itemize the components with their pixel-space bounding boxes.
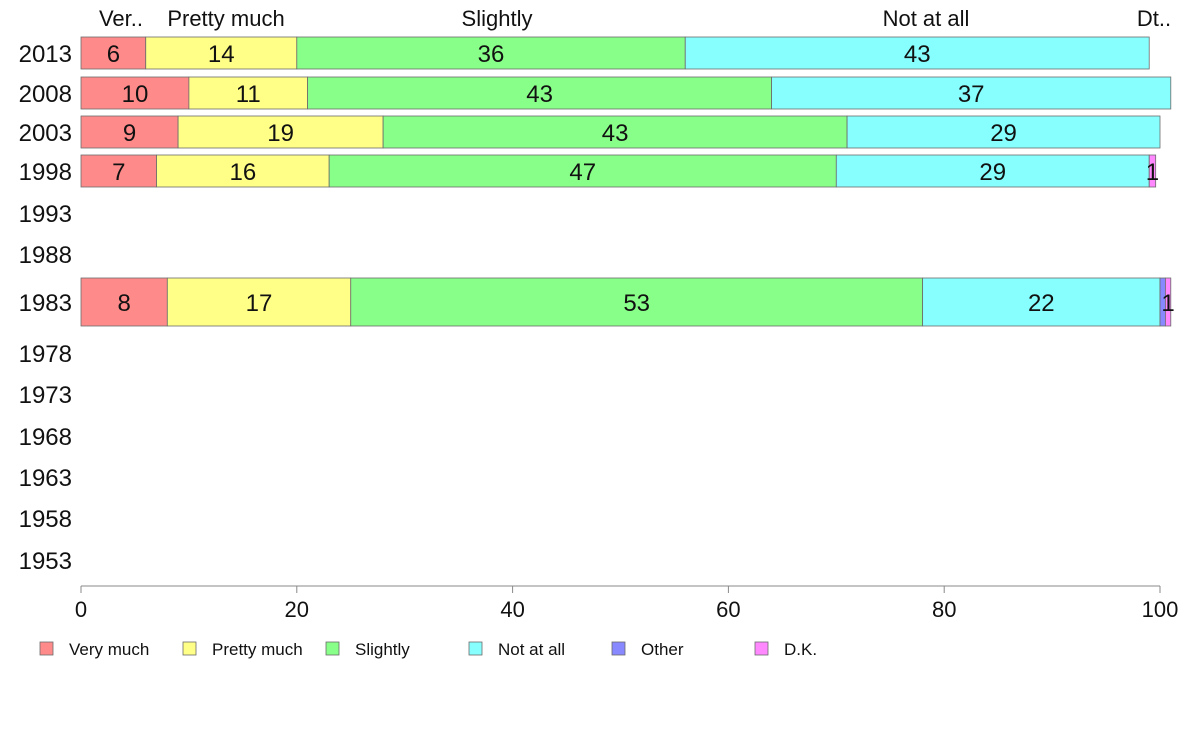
legend: Very much Pretty much Slightly Not at all Ot…: [39, 640, 817, 659]
bar-segment: [188, 76, 308, 110]
legend-swatch: [468, 641, 483, 656]
bar-segment-label: 36: [478, 41, 505, 68]
x-tick-label: 20: [285, 597, 309, 622]
bar-segment-label: 53: [623, 290, 650, 317]
year-label: 1958: [19, 506, 72, 533]
bar-segment-label: 19: [267, 120, 294, 147]
bar-segment-label: 22: [1028, 290, 1055, 317]
bar-segment-label: 11: [236, 81, 261, 108]
bar-segment-label: 8: [117, 290, 130, 317]
top-label: Ver..: [99, 6, 143, 31]
legend-item: Pretty much: [182, 640, 303, 659]
bar-segment-label: 7: [112, 159, 125, 186]
top-label: Not at all: [883, 6, 970, 31]
bar-segment-label: 1: [1161, 290, 1174, 317]
bar-segment-label: 14: [208, 41, 235, 68]
year-label: 1978: [19, 341, 72, 368]
bar-segment: [296, 36, 686, 70]
bar-segment-label: 16: [229, 159, 256, 186]
bar-segment-label: 29: [979, 159, 1006, 186]
x-axis: 0 20 40 60 80 100: [75, 585, 1179, 622]
x-tick-label: 0: [75, 597, 87, 622]
year-label: 1988: [19, 242, 72, 269]
bar-segment-label: 29: [990, 120, 1017, 147]
bars: 6 14 36 43 10 11 43 37 9 19 43 29 7 16 47 29 1 8 17 53 22 1: [80, 36, 1175, 327]
bar-segment-label: 43: [602, 120, 629, 147]
bar-segment-label: 10: [122, 81, 149, 108]
legend-label: Slightly: [355, 640, 410, 659]
legend-item: Slightly: [325, 640, 410, 659]
x-tick-label: 60: [716, 597, 740, 622]
top-label: Dt..: [1137, 6, 1171, 31]
legend-swatch: [39, 641, 54, 656]
legend-label: D.K.: [784, 640, 817, 659]
bar-segment: [307, 76, 772, 110]
year-label: 1993: [19, 201, 72, 228]
bar-segment-label: 17: [246, 290, 273, 317]
legend-swatch: [182, 641, 197, 656]
x-tick-label: 40: [500, 597, 524, 622]
legend-item: Not at all: [468, 640, 565, 659]
top-label: Pretty much: [167, 6, 284, 31]
bar-segment: [156, 154, 330, 188]
top-label: Slightly: [462, 6, 533, 31]
year-label: 1953: [19, 548, 72, 575]
bar-segment-label: 6: [107, 41, 120, 68]
bar-segment: [145, 36, 298, 70]
legend-label: Very much: [69, 640, 149, 659]
x-tick-label: 100: [1142, 597, 1179, 622]
bar-segment: [166, 277, 352, 327]
legend-label: Not at all: [498, 640, 565, 659]
bar-segment: [80, 36, 147, 70]
bar-segment-label: 9: [123, 120, 136, 147]
year-label: 1983: [19, 290, 72, 317]
legend-swatch: [325, 641, 340, 656]
bar-segment-label: 1: [1146, 159, 1159, 186]
legend-item: D.K.: [754, 640, 817, 659]
year-label: 1998: [19, 159, 72, 186]
bar-segment: [771, 76, 1172, 110]
bar-segment: [80, 154, 157, 188]
bar-segment-label: 47: [569, 159, 596, 186]
bar-segment: [177, 115, 384, 149]
bar-segment: [846, 115, 1161, 149]
bar-segment-label: 43: [904, 41, 931, 68]
bar-segment-label: 37: [958, 81, 985, 108]
top-category-labels: Ver.. Pretty much Slightly Not at all Dt..: [99, 6, 1171, 31]
bar-segment: [80, 76, 190, 110]
year-label: 1973: [19, 382, 72, 409]
legend-label: Pretty much: [212, 640, 303, 659]
year-label: 1968: [19, 424, 72, 451]
legend-swatch: [754, 641, 769, 656]
year-label: 2008: [19, 81, 72, 108]
year-axis-labels: 2013 2008 2003 1998 1993 1988 1983 1978 1973 1968…: [19, 41, 72, 575]
bar-segment: [684, 36, 1150, 70]
legend-swatch: [611, 641, 626, 656]
x-tick-label: 80: [932, 597, 956, 622]
legend-item: Other: [611, 640, 684, 659]
legend-item: Very much: [39, 640, 149, 659]
year-label: 2003: [19, 120, 72, 147]
bar-segment: [350, 277, 924, 327]
bar-segment-label: 43: [526, 81, 553, 108]
bar-segment: [1164, 277, 1172, 327]
bar-segment: [1148, 154, 1157, 188]
bar-segment: [80, 115, 179, 149]
year-label: 2013: [19, 41, 72, 68]
bar-segment: [835, 154, 1150, 188]
year-label: 1963: [19, 465, 72, 492]
legend-label: Other: [641, 640, 684, 659]
